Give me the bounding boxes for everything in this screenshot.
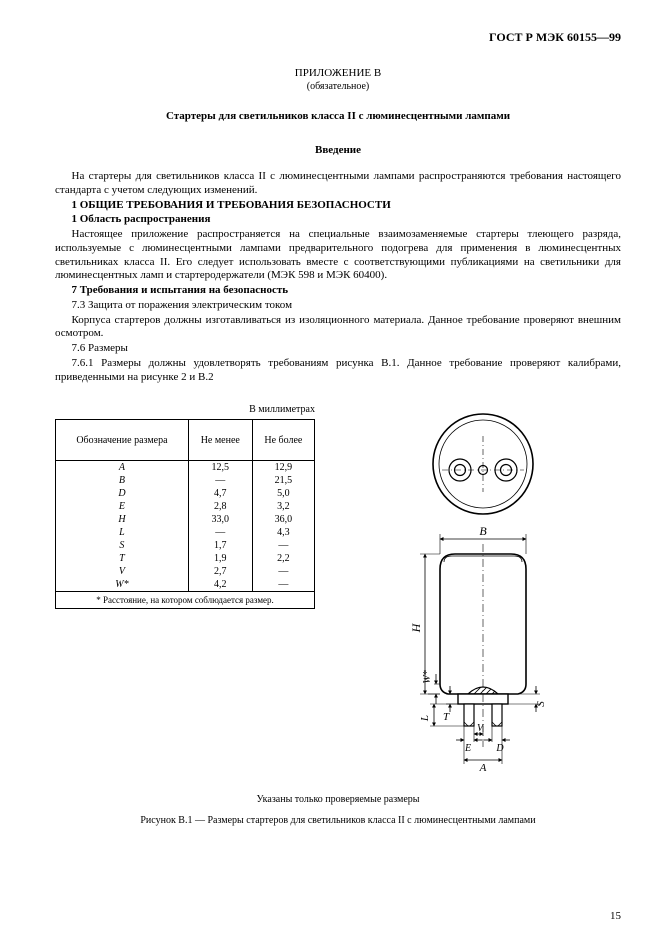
para-4: 7.6.1 Размеры должны удовлетворять требо…	[55, 357, 621, 385]
table-row-sym: W*	[56, 578, 189, 592]
table-row-min: 2,7	[188, 565, 252, 578]
dim-E: E	[456, 740, 482, 754]
heading-73: 7.3 Защита от поражения электрическим то…	[55, 299, 621, 313]
table-row-sym: L	[56, 526, 189, 539]
table-row-min: 12,5	[188, 461, 252, 475]
col-max: Не более	[252, 420, 314, 461]
content-row: В миллиметрах Обозначение размера Не мен…	[55, 404, 621, 784]
table-row-min: 33,0	[188, 513, 252, 526]
table-row-sym: S	[56, 539, 189, 552]
label-V: V	[477, 723, 485, 734]
label-L: L	[419, 715, 431, 722]
dimensions-table: Обозначение размера Не менее Не более A1…	[55, 419, 315, 609]
table-row-max: 12,9	[252, 461, 314, 475]
label-B: B	[479, 524, 487, 538]
doc-id: ГОСТ Р МЭК 60155—99	[55, 30, 621, 45]
top-view	[433, 414, 533, 514]
table-row-max: 36,0	[252, 513, 314, 526]
label-A: A	[479, 762, 487, 774]
para-2: Настоящее приложение распространяется на…	[55, 228, 621, 283]
table-row-max: —	[252, 565, 314, 578]
diagram-svg: B H W*	[368, 404, 598, 784]
table-row-sym: V	[56, 565, 189, 578]
body-text: На стартеры для светильников класса II с…	[55, 170, 621, 384]
table-block: В миллиметрах Обозначение размера Не мен…	[55, 404, 315, 609]
label-W: W*	[422, 671, 433, 684]
table-row-max: —	[252, 539, 314, 552]
table-row-min: 4,2	[188, 578, 252, 592]
table-row-max: 3,2	[252, 500, 314, 513]
table-row-sym: E	[56, 500, 189, 513]
heading-1a: 1 Область распространения	[55, 213, 621, 227]
diagram-block: B H W*	[345, 404, 621, 784]
main-title: Стартеры для светильников класса II с лю…	[55, 110, 621, 122]
label-T: T	[443, 711, 450, 723]
table-footnote: * Расстояние, на котором соблюдается раз…	[56, 592, 315, 609]
page: ГОСТ Р МЭК 60155—99 ПРИЛОЖЕНИЕ В (обязат…	[0, 0, 661, 936]
heading-1: 1 ОБЩИЕ ТРЕБОВАНИЯ И ТРЕБОВАНИЯ БЕЗОПАСН…	[55, 199, 621, 213]
dim-V: V	[474, 723, 485, 734]
heading-76: 7.6 Размеры	[55, 342, 621, 356]
table-row-sym: H	[56, 513, 189, 526]
dim-D: D	[484, 740, 510, 754]
heading-7: 7 Требования и испытания на безопасность	[55, 284, 621, 298]
table-row-sym: D	[56, 487, 189, 500]
label-S: S	[535, 701, 547, 707]
annex-title: ПРИЛОЖЕНИЕ В	[55, 67, 621, 79]
figure-caption: Рисунок В.1 — Размеры стартеров для свет…	[55, 815, 621, 826]
figure-note: Указаны только проверяемые размеры	[55, 794, 621, 805]
table-row-sym: B	[56, 474, 189, 487]
table-row-min: —	[188, 474, 252, 487]
para-3: Корпуса стартеров должны изготавливаться…	[55, 314, 621, 342]
table-units: В миллиметрах	[55, 404, 315, 415]
table-row-max: 21,5	[252, 474, 314, 487]
side-view	[440, 544, 526, 749]
col-sym: Обозначение размера	[56, 420, 189, 461]
label-D: D	[495, 743, 504, 754]
table-row-min: 4,7	[188, 487, 252, 500]
page-number: 15	[610, 910, 621, 922]
table-row-min: 2,8	[188, 500, 252, 513]
table-row-sym: T	[56, 552, 189, 565]
annex-subtitle: (обязательное)	[55, 81, 621, 92]
intro-title: Введение	[55, 144, 621, 156]
label-E: E	[464, 743, 471, 754]
col-min: Не менее	[188, 420, 252, 461]
table-row-max: 4,3	[252, 526, 314, 539]
table-row-min: 1,7	[188, 539, 252, 552]
table-row-max: 2,2	[252, 552, 314, 565]
table-row-sym: A	[56, 461, 189, 475]
label-H: H	[409, 623, 423, 634]
table-row-min: —	[188, 526, 252, 539]
table-row-min: 1,9	[188, 552, 252, 565]
table-row-max: —	[252, 578, 314, 592]
table-row-max: 5,0	[252, 487, 314, 500]
dim-L: L	[419, 704, 464, 726]
para-1: На стартеры для светильников класса II с…	[55, 170, 621, 198]
